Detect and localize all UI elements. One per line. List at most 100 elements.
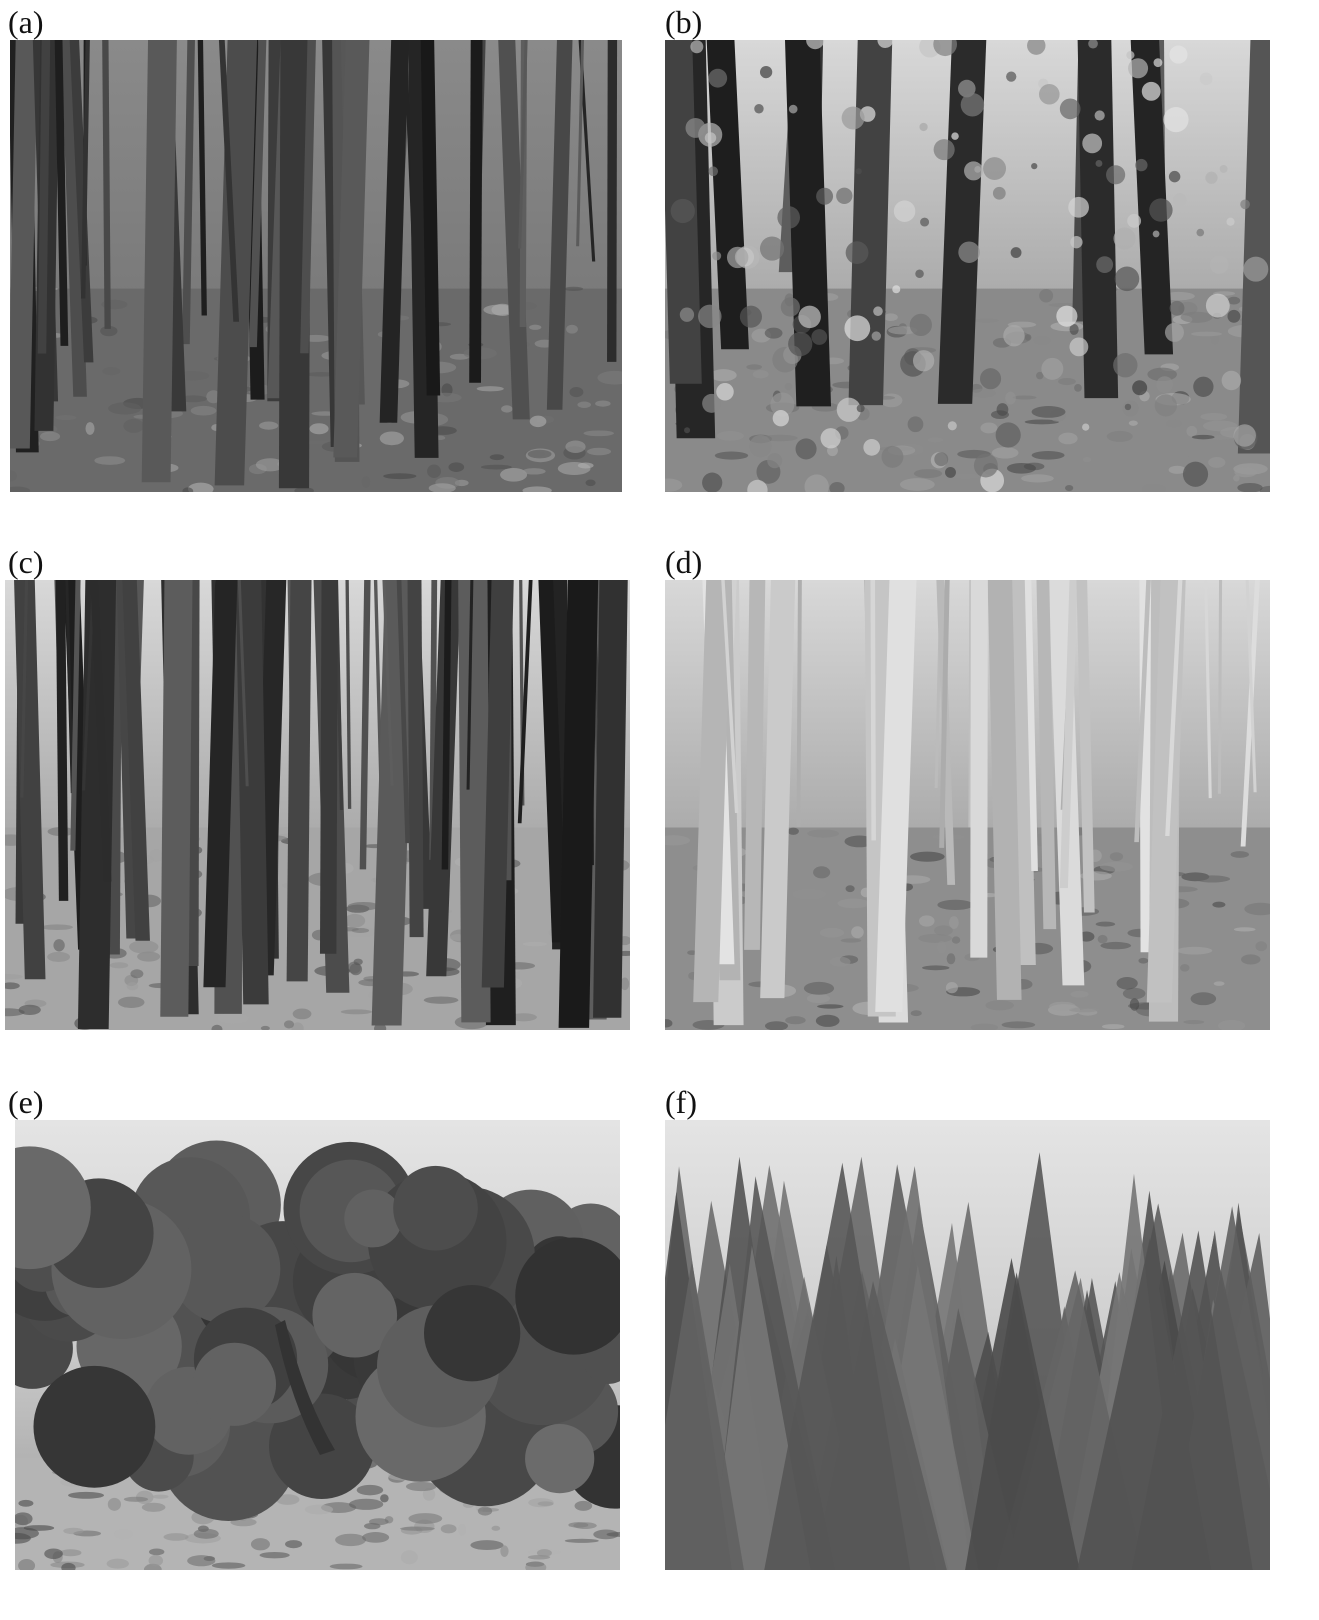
- foliage: [1152, 230, 1160, 238]
- trunk: [20, 580, 29, 798]
- pine: [1077, 1238, 1212, 1570]
- foliage: [1024, 334, 1032, 341]
- trunk: [1130, 40, 1174, 355]
- foliage: [1205, 293, 1230, 318]
- texture: [829, 956, 851, 967]
- texture: [1168, 465, 1186, 474]
- texture: [587, 447, 612, 456]
- foliage: [1003, 324, 1025, 347]
- texture: [1176, 946, 1213, 955]
- texture: [108, 402, 142, 415]
- foliage: [1135, 158, 1148, 172]
- texture: [422, 1487, 436, 1501]
- texture: [44, 1548, 63, 1560]
- panel-label: (d): [665, 544, 702, 580]
- foliage: [1128, 58, 1149, 79]
- foliage: [1127, 213, 1142, 228]
- trunk: [1245, 580, 1257, 793]
- texture: [340, 1009, 373, 1015]
- trunk: [249, 40, 267, 348]
- texture: [970, 1023, 999, 1030]
- trunk: [458, 580, 491, 1023]
- trunk: [1008, 580, 1036, 965]
- texture: [1128, 420, 1138, 426]
- texture: [951, 936, 961, 944]
- texture: [949, 473, 982, 479]
- trunk: [14, 580, 46, 980]
- foliage: [816, 187, 834, 205]
- texture: [565, 440, 586, 454]
- texture: [665, 1019, 673, 1028]
- trunk: [870, 580, 876, 841]
- texture: [910, 851, 945, 862]
- foliage: [873, 306, 883, 316]
- texture: [529, 415, 547, 428]
- texture: [94, 456, 126, 465]
- texture: [53, 939, 65, 952]
- foliage: [992, 186, 1006, 200]
- trunk: [382, 580, 394, 786]
- texture: [211, 1024, 223, 1030]
- texture: [922, 965, 950, 971]
- trunk: [345, 580, 352, 809]
- foliage: [1095, 160, 1103, 167]
- foliage: [841, 106, 865, 130]
- canopy: [192, 1342, 277, 1426]
- texture: [569, 387, 584, 398]
- texture: [1102, 1024, 1125, 1030]
- texture: [61, 1562, 76, 1570]
- texture: [1031, 406, 1066, 418]
- texture: [1065, 484, 1074, 492]
- texture: [193, 1528, 219, 1539]
- texture: [1058, 432, 1078, 445]
- texture: [529, 324, 542, 330]
- trunk: [102, 40, 111, 329]
- texture: [840, 938, 862, 943]
- canopy: [33, 1365, 156, 1488]
- foliage: [712, 251, 722, 261]
- texture: [1058, 377, 1076, 386]
- texture: [1082, 456, 1092, 463]
- trunk: [141, 40, 177, 483]
- foliage: [770, 392, 795, 417]
- texture: [807, 829, 840, 838]
- texture: [47, 951, 71, 962]
- foliage: [820, 428, 841, 449]
- texture: [791, 888, 827, 900]
- texture: [665, 835, 691, 846]
- canopy: [312, 1272, 398, 1358]
- foliage: [1039, 83, 1060, 105]
- foliage: [1113, 227, 1136, 250]
- texture: [1095, 921, 1116, 927]
- texture: [937, 899, 974, 911]
- texture: [573, 1522, 597, 1530]
- texture: [130, 969, 144, 979]
- foliage: [788, 104, 798, 114]
- foliage: [679, 307, 695, 322]
- texture: [1217, 1019, 1246, 1030]
- texture: [137, 951, 161, 962]
- texture: [148, 1554, 164, 1567]
- trunk: [10, 40, 38, 449]
- foliage: [1164, 322, 1184, 342]
- foliage: [772, 410, 789, 427]
- trunk: [481, 580, 514, 988]
- foliage: [1199, 72, 1213, 86]
- foliage: [1068, 196, 1089, 218]
- pine: [764, 1162, 911, 1570]
- foliage: [1074, 384, 1082, 392]
- texture: [764, 1021, 788, 1030]
- texture: [1141, 483, 1167, 492]
- texture: [913, 469, 943, 479]
- texture: [259, 421, 279, 430]
- texture: [566, 324, 578, 334]
- foliage: [1059, 98, 1081, 120]
- foliage: [907, 416, 924, 433]
- trunk: [54, 40, 69, 346]
- texture: [577, 401, 591, 408]
- foliage: [933, 40, 958, 57]
- texture: [5, 973, 23, 980]
- texture: [405, 1481, 437, 1492]
- foliage: [845, 241, 869, 265]
- texture: [934, 925, 953, 936]
